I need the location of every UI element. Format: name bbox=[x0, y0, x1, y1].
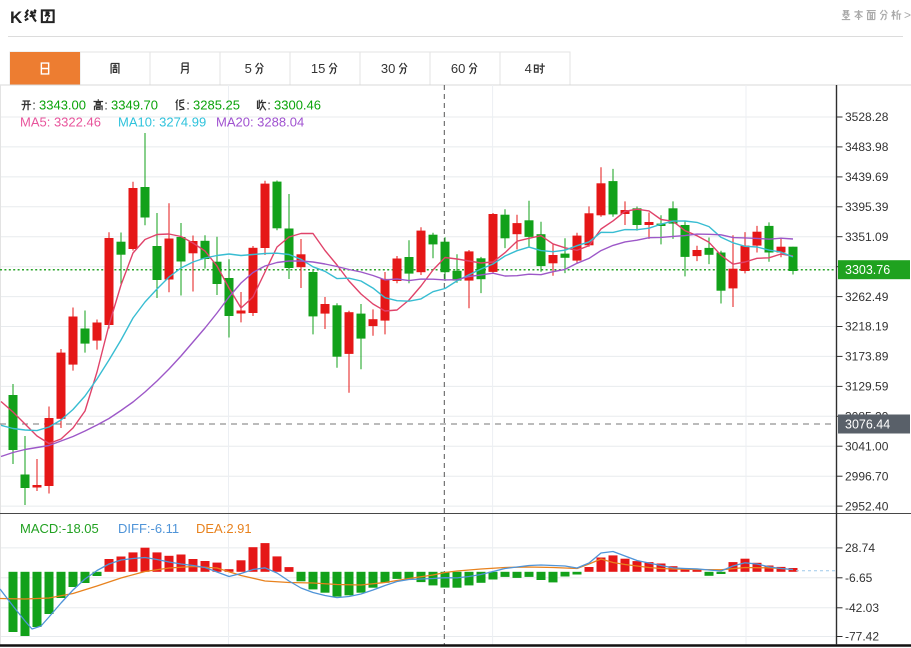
svg-text:-6.65: -6.65 bbox=[845, 571, 873, 585]
svg-text:DIFF:-6.11: DIFF:-6.11 bbox=[118, 521, 179, 536]
svg-text:MA5: 3322.46: MA5: 3322.46 bbox=[20, 115, 101, 130]
svg-text:2952.40: 2952.40 bbox=[845, 499, 889, 513]
svg-text:28.74: 28.74 bbox=[845, 541, 875, 555]
svg-text:15: 15 bbox=[311, 61, 325, 76]
svg-text:30: 30 bbox=[381, 61, 395, 76]
svg-text:3395.39: 3395.39 bbox=[845, 200, 889, 214]
svg-text:4: 4 bbox=[525, 61, 532, 76]
svg-text:DEA:2.91: DEA:2.91 bbox=[196, 521, 252, 536]
svg-text:3439.69: 3439.69 bbox=[845, 170, 889, 184]
svg-text:2996.70: 2996.70 bbox=[845, 469, 889, 483]
svg-text:3303.76: 3303.76 bbox=[845, 263, 890, 277]
svg-text:3483.98: 3483.98 bbox=[845, 140, 889, 154]
svg-text:3129.59: 3129.59 bbox=[845, 380, 889, 394]
svg-text::: : bbox=[104, 98, 108, 113]
svg-text::: : bbox=[186, 98, 190, 113]
svg-text:K: K bbox=[10, 8, 23, 27]
svg-text:5: 5 bbox=[245, 61, 252, 76]
svg-text:60: 60 bbox=[451, 61, 465, 76]
svg-text:3349.70: 3349.70 bbox=[111, 98, 158, 113]
svg-text:3076.44: 3076.44 bbox=[845, 417, 890, 431]
svg-text::: : bbox=[267, 98, 271, 113]
svg-text:3262.49: 3262.49 bbox=[845, 290, 889, 304]
svg-text:-77.42: -77.42 bbox=[845, 630, 879, 644]
svg-text:MA10: 3274.99: MA10: 3274.99 bbox=[118, 115, 206, 130]
svg-text::: : bbox=[32, 98, 36, 113]
svg-text:3300.46: 3300.46 bbox=[274, 98, 321, 113]
svg-text:3528.28: 3528.28 bbox=[845, 110, 889, 124]
svg-text:3285.25: 3285.25 bbox=[193, 98, 240, 113]
svg-text:3351.09: 3351.09 bbox=[845, 230, 889, 244]
svg-text:3041.00: 3041.00 bbox=[845, 439, 889, 453]
svg-text:>: > bbox=[904, 8, 911, 22]
svg-text:MACD:-18.05: MACD:-18.05 bbox=[20, 521, 99, 536]
svg-text:3173.89: 3173.89 bbox=[845, 350, 889, 364]
svg-text:3218.19: 3218.19 bbox=[845, 320, 889, 334]
svg-text:3343.00: 3343.00 bbox=[39, 98, 86, 113]
svg-text:-42.03: -42.03 bbox=[845, 601, 879, 615]
svg-text:MA20: 3288.04: MA20: 3288.04 bbox=[216, 115, 304, 130]
